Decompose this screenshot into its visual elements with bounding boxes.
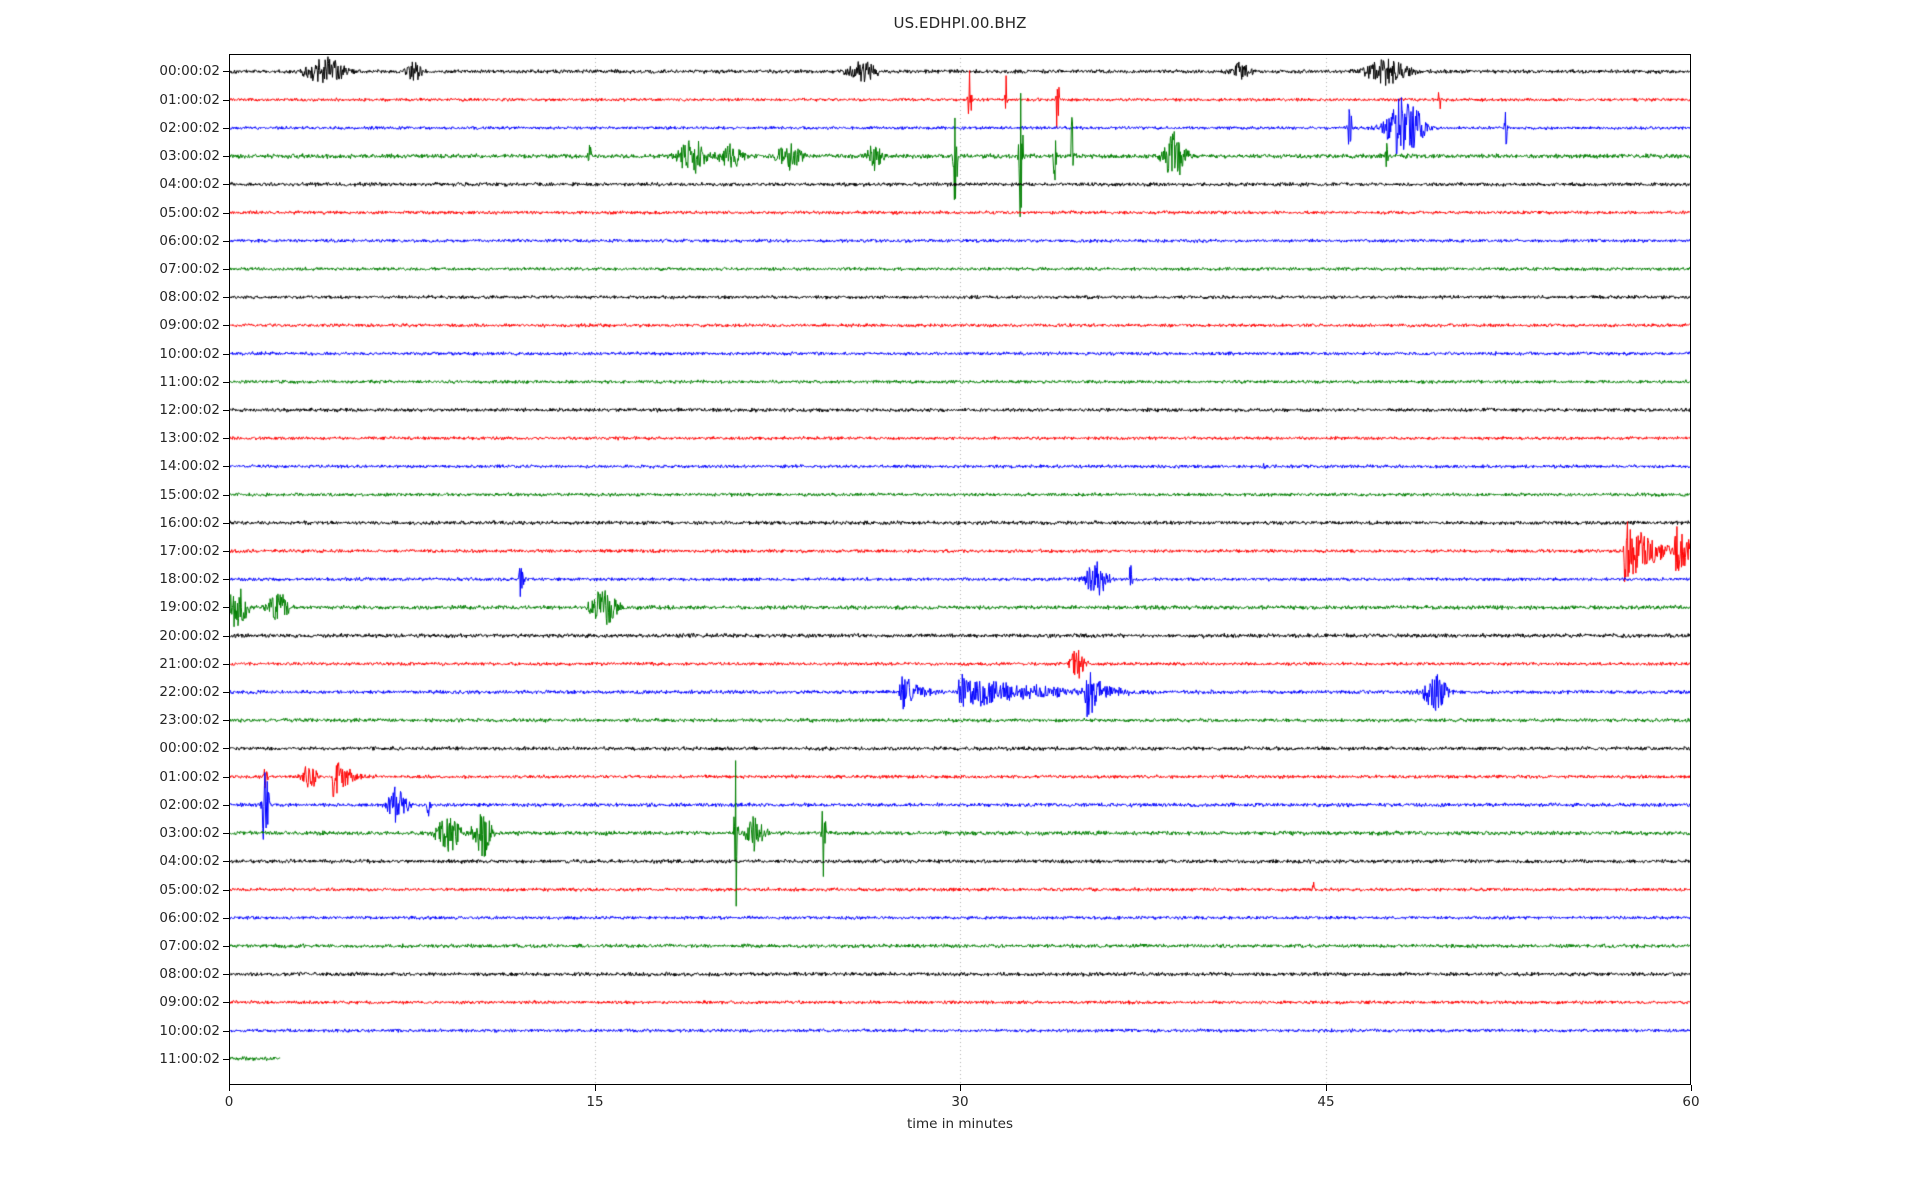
y-axis-tick-label: 22:00:02: [159, 684, 220, 701]
y-axis-tick-label: 21:00:02: [159, 655, 220, 672]
x-axis-tick-label: 45: [1317, 1094, 1335, 1110]
y-axis-tick-mark: [223, 890, 229, 891]
y-axis-tick-mark: [223, 241, 229, 242]
y-axis-tick-label: 00:00:02: [159, 740, 220, 757]
x-axis-tick-label: 0: [224, 1094, 234, 1110]
y-axis-tick-label: 03:00:02: [159, 148, 220, 165]
x-axis-tick-label: 15: [586, 1094, 604, 1110]
y-axis-tick-mark: [223, 692, 229, 693]
y-axis-tick-label: 23:00:02: [159, 712, 220, 729]
y-axis-tick-mark: [223, 946, 229, 947]
y-axis-tick-label: 08:00:02: [159, 289, 220, 306]
y-axis-tick-label: 03:00:02: [159, 825, 220, 842]
x-axis-tick-label: 30: [951, 1094, 969, 1110]
y-axis-tick-label: 05:00:02: [159, 204, 220, 221]
y-axis-tick-label: 02:00:02: [159, 796, 220, 813]
x-axis-tick-mark: [1691, 1085, 1692, 1091]
page-title: US.EDHPI.00.BHZ: [893, 14, 1027, 32]
y-axis-tick-mark: [223, 861, 229, 862]
y-axis-tick-label: 08:00:02: [159, 966, 220, 983]
seismogram-traces-canvas: [229, 54, 1691, 1085]
y-axis-tick-label: 13:00:02: [159, 430, 220, 447]
y-axis-tick-label: 05:00:02: [159, 881, 220, 898]
y-axis-tick-label: 06:00:02: [159, 232, 220, 249]
y-axis-tick-label: 11:00:02: [159, 1050, 220, 1067]
y-axis-tick-mark: [223, 325, 229, 326]
x-axis-tick-label: 60: [1682, 1094, 1700, 1110]
y-axis-tick-mark: [223, 100, 229, 101]
y-axis-tick-mark: [223, 438, 229, 439]
y-axis-tick-label: 20:00:02: [159, 627, 220, 644]
y-axis-tick-mark: [223, 156, 229, 157]
y-axis-tick-mark: [223, 1059, 229, 1060]
y-axis-tick-mark: [223, 974, 229, 975]
y-axis-tick-mark: [223, 777, 229, 778]
y-axis-tick-mark: [223, 213, 229, 214]
x-axis-tick-mark: [595, 1085, 596, 1091]
y-axis-tick-mark: [223, 71, 229, 72]
y-axis-tick-label: 12:00:02: [159, 401, 220, 418]
y-axis-tick-mark: [223, 297, 229, 298]
y-axis-tick-label: 04:00:02: [159, 853, 220, 870]
y-axis-tick-mark: [223, 805, 229, 806]
y-axis-tick-label: 11:00:02: [159, 373, 220, 390]
y-axis-tick-label: 16:00:02: [159, 514, 220, 531]
y-axis-tick-mark: [223, 551, 229, 552]
y-axis-tick-mark: [223, 720, 229, 721]
x-axis-tick-mark: [229, 1085, 230, 1091]
y-axis-tick-mark: [223, 523, 229, 524]
y-axis-tick-mark: [223, 748, 229, 749]
y-axis-tick-mark: [223, 636, 229, 637]
y-axis-tick-label: 00:00:02: [159, 63, 220, 80]
y-axis-tick-mark: [223, 833, 229, 834]
y-axis-tick-label: 06:00:02: [159, 909, 220, 926]
y-axis-tick-label: 17:00:02: [159, 543, 220, 560]
y-axis-tick-mark: [223, 1002, 229, 1003]
x-axis-label: time in minutes: [906, 1116, 1014, 1132]
plot-axes-area: [229, 54, 1691, 1085]
y-axis-tick-label: 01:00:02: [159, 91, 220, 108]
y-axis-tick-mark: [223, 184, 229, 185]
y-axis-tick-mark: [223, 466, 229, 467]
y-axis-tick-label: 04:00:02: [159, 176, 220, 193]
y-axis-tick-label: 07:00:02: [159, 937, 220, 954]
y-axis-tick-mark: [223, 918, 229, 919]
y-axis-tick-mark: [223, 269, 229, 270]
y-axis-tick-label: 09:00:02: [159, 317, 220, 334]
y-axis-tick-mark: [223, 607, 229, 608]
y-axis-tick-mark: [223, 382, 229, 383]
y-axis-tick-label: 10:00:02: [159, 345, 220, 362]
y-axis-tick-label: 19:00:02: [159, 599, 220, 616]
y-axis-tick-label: 18:00:02: [159, 571, 220, 588]
y-axis-tick-mark: [223, 495, 229, 496]
y-axis-tick-label: 14:00:02: [159, 458, 220, 475]
x-axis-tick-mark: [1326, 1085, 1327, 1091]
y-axis-tick-label: 10:00:02: [159, 1022, 220, 1039]
y-axis-tick-label: 15:00:02: [159, 486, 220, 503]
y-axis-tick-label: 09:00:02: [159, 994, 220, 1011]
y-axis-tick-label: 07:00:02: [159, 260, 220, 277]
x-axis-tick-mark: [960, 1085, 961, 1091]
y-axis-tick-mark: [223, 579, 229, 580]
y-axis-tick-mark: [223, 1031, 229, 1032]
y-axis-tick-label: 02:00:02: [159, 119, 220, 136]
y-axis-tick-mark: [223, 664, 229, 665]
y-axis-tick-mark: [223, 128, 229, 129]
y-axis-tick-mark: [223, 410, 229, 411]
y-axis-tick-mark: [223, 354, 229, 355]
y-axis-tick-label: 01:00:02: [159, 768, 220, 785]
